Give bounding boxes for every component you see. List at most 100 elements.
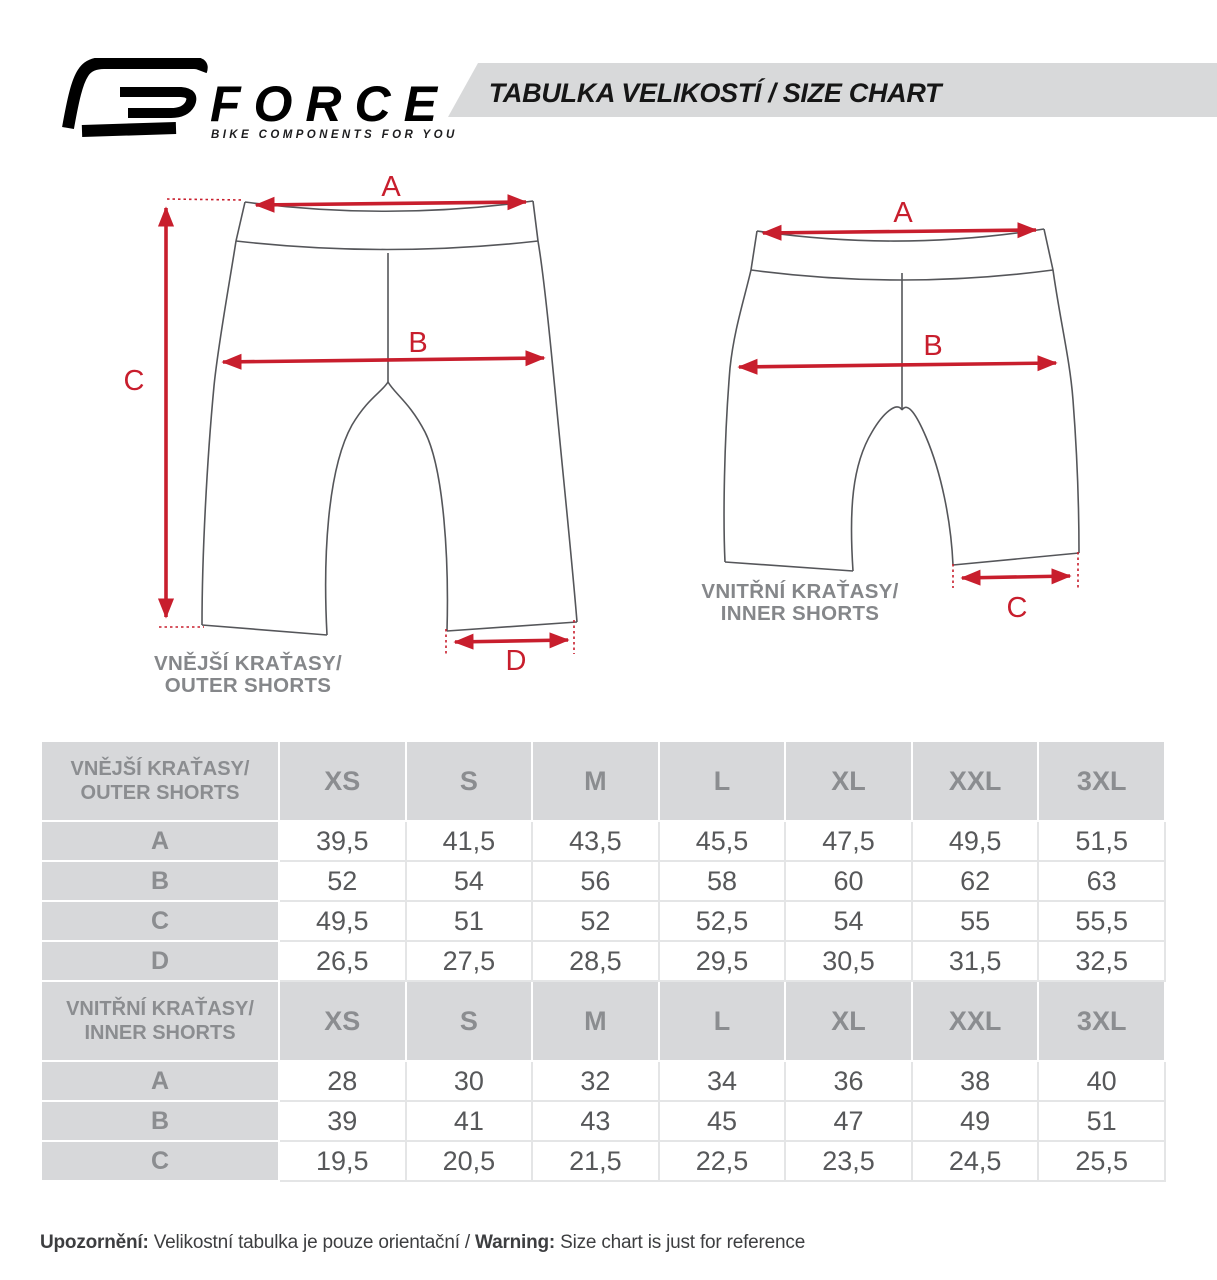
value-cell: 28 [278, 1060, 407, 1102]
value-cell: 19,5 [278, 1140, 407, 1182]
warning-note: Upozornění: Velikostní tabulka je pouze … [40, 1232, 805, 1254]
size-header-cell: S [404, 980, 534, 1062]
outer-shorts-caption-line2: OUTER SHORTS [165, 674, 331, 697]
value-cell: 62 [910, 860, 1040, 902]
value-cell: 45,5 [657, 820, 787, 862]
size-header-cell: M [531, 740, 660, 822]
dim-cell: B [40, 860, 280, 902]
outer-right-inseam [387, 381, 449, 632]
value-cell: 55,5 [1037, 900, 1166, 942]
warning-label-cs: Upozornění: [40, 1232, 149, 1253]
value-cell: 56 [531, 860, 660, 902]
dim-label-b-outer: B [408, 327, 427, 359]
inner-waist-right-edge [1043, 228, 1054, 271]
outer-waistband-bottom [235, 240, 539, 251]
outer-right-hem [446, 621, 578, 632]
dim-cell: D [40, 940, 280, 982]
dim-arrow-c-inner [960, 568, 1072, 586]
value-cell: 36 [784, 1060, 913, 1102]
value-cell: 26,5 [278, 940, 407, 982]
size-header-cell: S [404, 740, 534, 822]
dim-cell: C [40, 900, 280, 942]
size-header-cell: XS [278, 980, 407, 1062]
value-cell: 32 [531, 1060, 660, 1102]
value-cell: 47,5 [784, 820, 913, 862]
outer-waist-left-edge [235, 201, 246, 242]
warning-text-cs: Velikostní tabulka je pouze orientační / [148, 1232, 476, 1253]
inner-shorts-dimensions: A B C [737, 197, 1079, 624]
value-cell: 21,5 [531, 1140, 660, 1182]
value-cell: 38 [910, 1060, 1040, 1102]
dim-arrow-a-inner [761, 222, 1038, 241]
shorts-diagrams: A B C D VNĚJŠÍ KRAŤASY/ OUTER SHORTS [124, 171, 1080, 697]
section-label-outer: VNĚJŠÍ KRAŤASY/ OUTER SHORTS [40, 740, 280, 822]
dim-label-a-outer: A [381, 171, 401, 203]
inner-shorts-caption-line2: INNER SHORTS [721, 602, 880, 625]
value-cell: 30,5 [784, 940, 913, 982]
value-cell: 34 [657, 1060, 787, 1102]
value-cell: 41 [404, 1100, 534, 1142]
outer-right-seam [537, 240, 578, 623]
value-cell: 63 [1037, 860, 1166, 902]
value-cell: 49,5 [278, 900, 407, 942]
dim-label-d-outer: D [506, 645, 527, 677]
inner-left-seam [723, 269, 752, 563]
table-row: A 28 30 32 34 36 38 40 [40, 1060, 1166, 1102]
table-row-inner-header: VNITŘNÍ KRAŤASY/ INNER SHORTS XS S M L X… [40, 980, 1166, 1062]
dim-cell: B [40, 1100, 280, 1142]
dim-cell: A [40, 1060, 280, 1102]
table-row: D 26,5 27,5 28,5 29,5 30,5 31,5 32,5 [40, 940, 1166, 982]
force-emblem-icon [62, 58, 208, 137]
value-cell: 23,5 [784, 1140, 913, 1182]
value-cell: 39 [278, 1100, 407, 1142]
size-header-cell: XXL [910, 740, 1040, 822]
outer-waist-right-edge [532, 200, 539, 242]
outer-left-seam [201, 240, 237, 626]
dim-cell: A [40, 820, 280, 862]
size-header-cell: L [657, 980, 787, 1062]
force-logo: FORCE BIKE COMPONENTS FOR YOU [62, 58, 458, 141]
size-header-cell: XL [784, 740, 913, 822]
value-cell: 54 [404, 860, 534, 902]
value-cell: 22,5 [657, 1140, 787, 1182]
value-cell: 40 [1037, 1060, 1166, 1102]
inner-left-inseam [850, 406, 903, 572]
value-cell: 43,5 [531, 820, 660, 862]
dim-label-b-inner: B [923, 330, 942, 362]
value-cell: 39,5 [278, 820, 407, 862]
value-cell: 49,5 [910, 820, 1040, 862]
inner-right-hem [952, 552, 1080, 566]
value-cell: 51 [404, 900, 534, 942]
value-cell: 45 [657, 1100, 787, 1142]
table-row: C 19,5 20,5 21,5 22,5 23,5 24,5 25,5 [40, 1140, 1166, 1182]
value-cell: 25,5 [1037, 1140, 1166, 1182]
brand-tagline: BIKE COMPONENTS FOR YOU [211, 129, 458, 141]
page-title: TABULKA VELIKOSTÍ / SIZE CHART [488, 78, 942, 108]
inner-shorts-caption-line1: VNITŘNÍ KRAŤASY/ [701, 579, 898, 603]
warning-label-en: Warning: [475, 1232, 556, 1253]
size-header-cell: 3XL [1037, 980, 1166, 1062]
size-header-cell: L [657, 740, 787, 822]
value-cell: 31,5 [910, 940, 1040, 982]
value-cell: 28,5 [531, 940, 660, 982]
section-label-line1: VNITŘNÍ KRAŤASY/ [66, 998, 254, 1020]
section-label-line2: OUTER SHORTS [80, 782, 240, 804]
dim-arrow-b-inner [737, 355, 1058, 375]
value-cell: 41,5 [404, 820, 534, 862]
outer-left-hem [201, 624, 328, 636]
size-table: VNĚJŠÍ KRAŤASY/ OUTER SHORTS XS S M L XL… [40, 740, 1166, 1182]
dim-arrow-d-outer [453, 632, 570, 650]
brand-wordmark: FORCE [210, 76, 450, 132]
dim-leader-c-top [166, 198, 244, 201]
dim-label-a-inner: A [893, 197, 913, 229]
value-cell: 55 [910, 900, 1040, 942]
value-cell: 54 [784, 900, 913, 942]
outer-shorts-drawing [201, 200, 578, 636]
dim-label-c-inner: C [1007, 592, 1028, 624]
value-cell: 58 [657, 860, 787, 902]
inner-shorts-drawing [723, 228, 1080, 572]
value-cell: 51,5 [1037, 820, 1166, 862]
value-cell: 20,5 [404, 1140, 534, 1182]
warning-text-en: Size chart is just for reference [555, 1232, 806, 1253]
